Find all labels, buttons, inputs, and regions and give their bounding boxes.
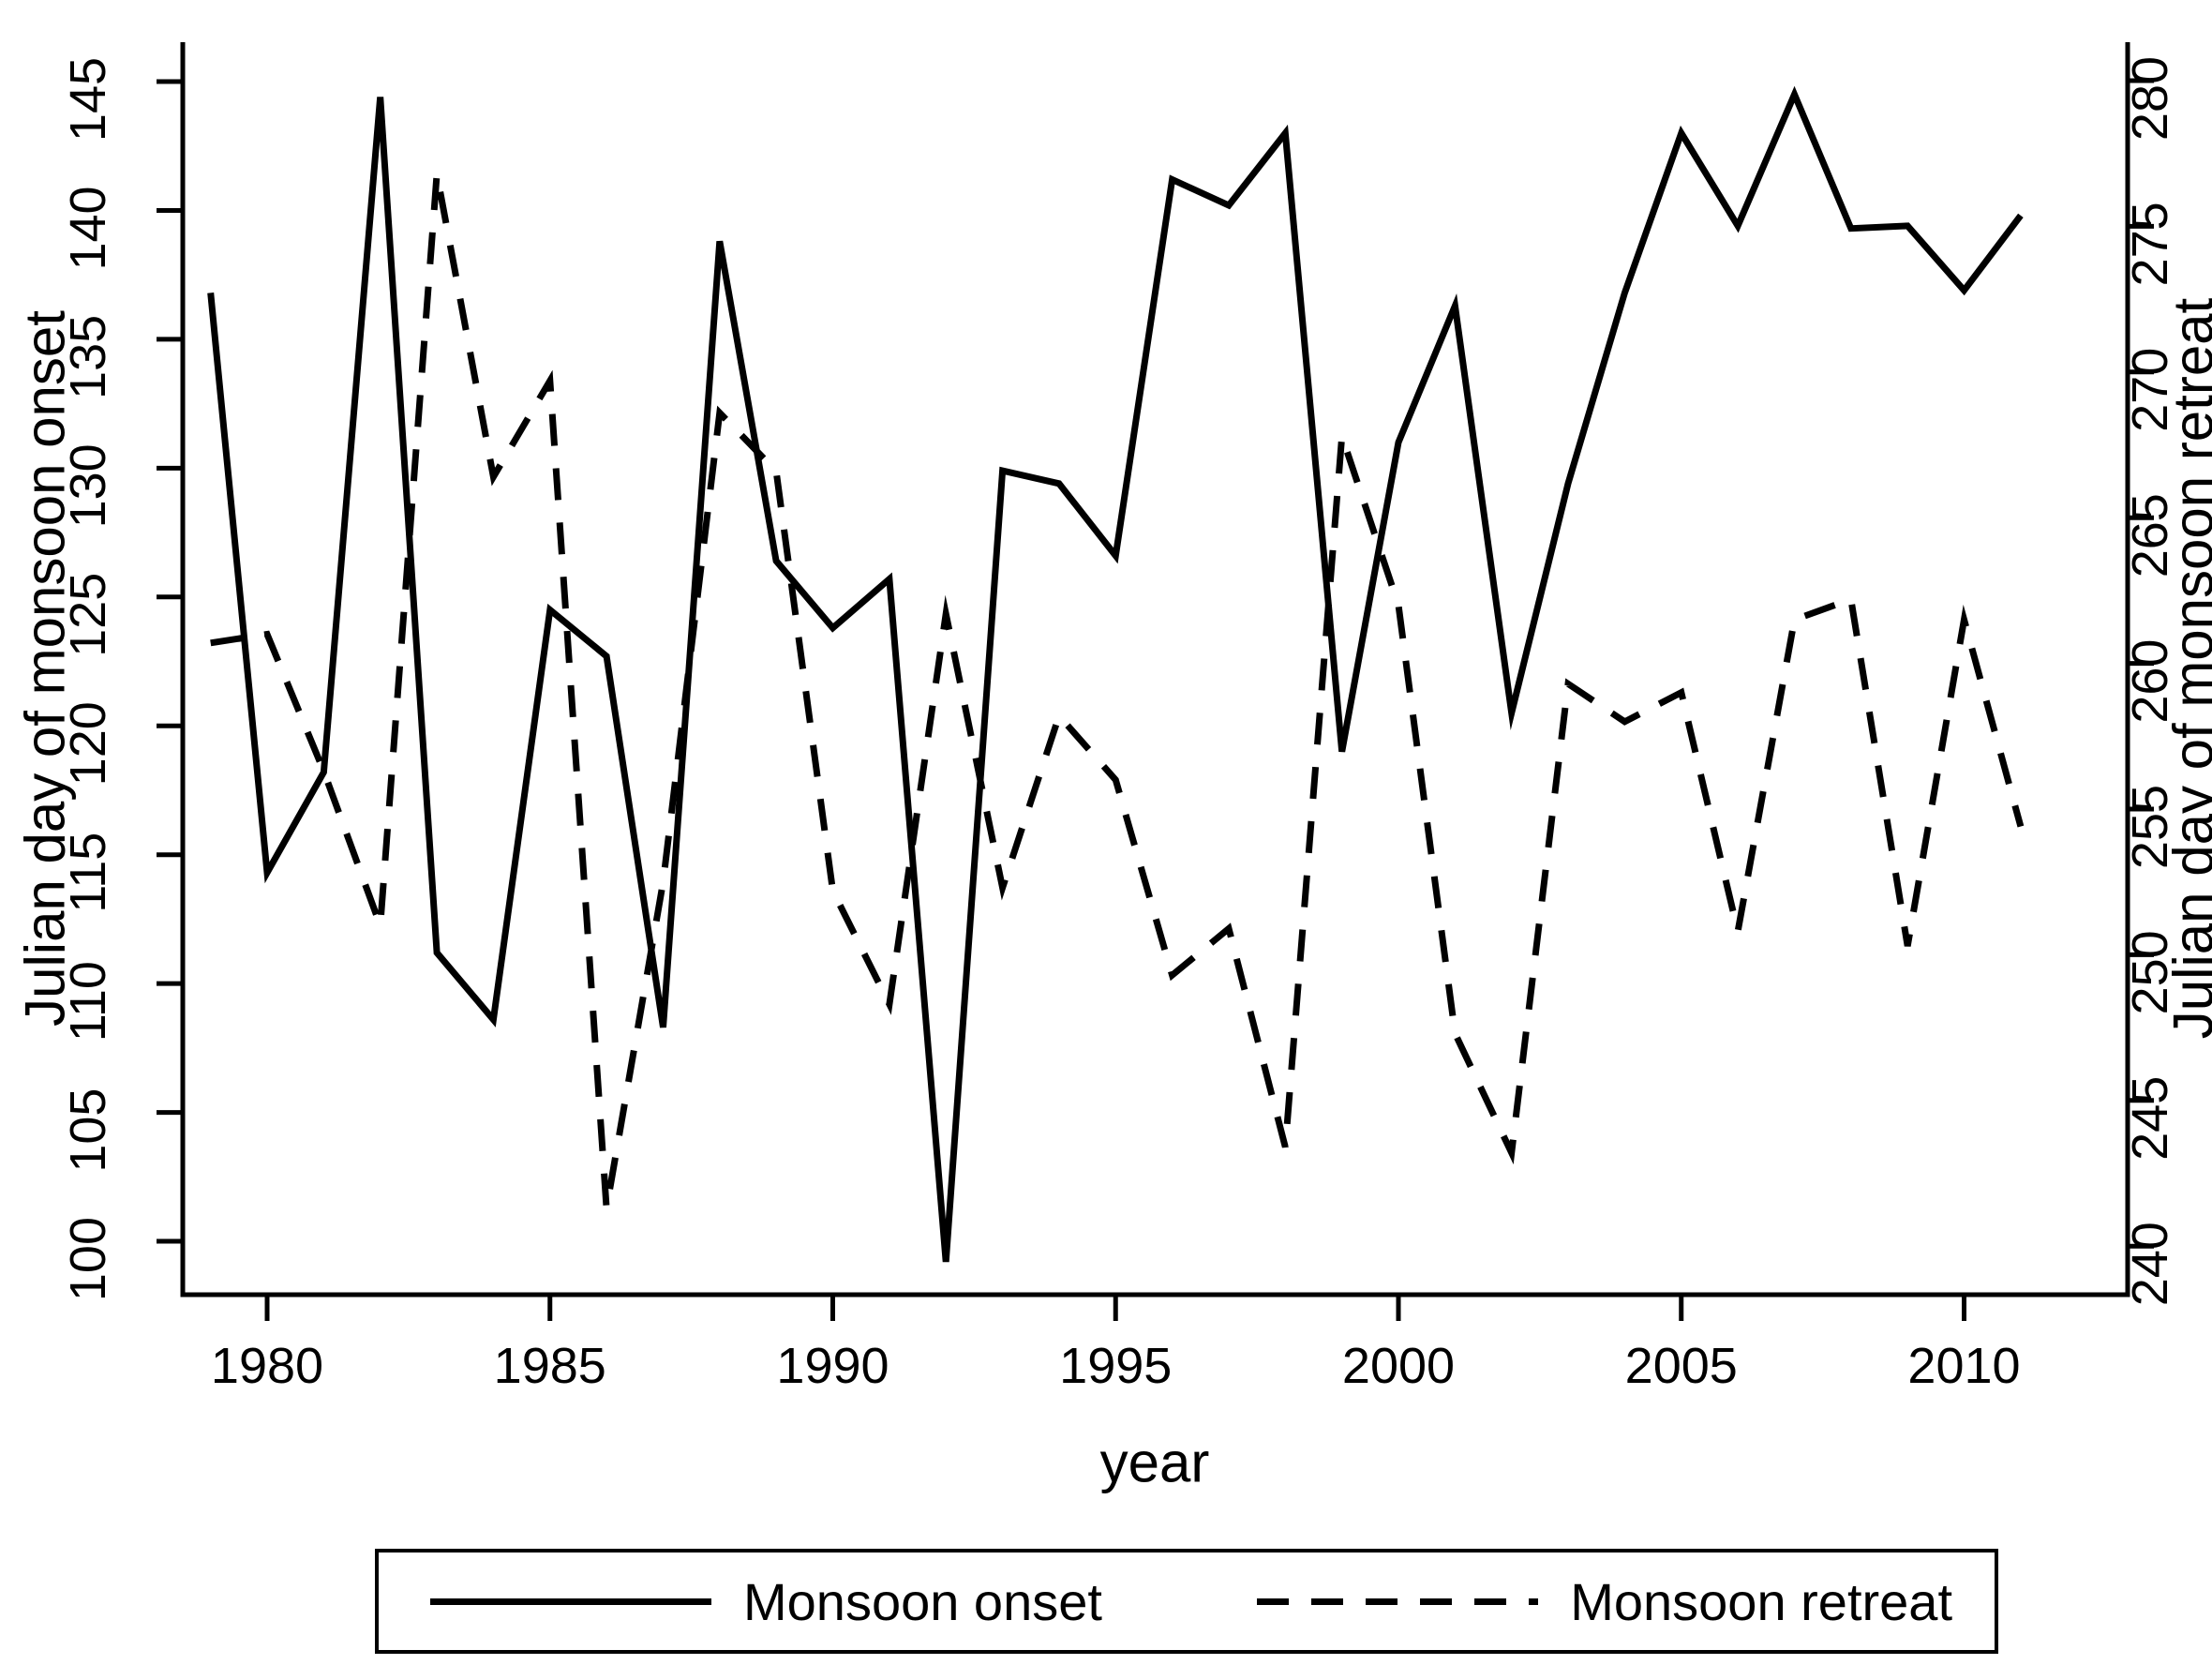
retreat-line [210, 172, 2025, 1209]
right-tick-label: 275 [2122, 202, 2178, 286]
left-tick-label: 125 [60, 573, 116, 657]
x-tick-label: 1990 [776, 1338, 889, 1394]
onset-line-sample-icon [430, 1598, 711, 1605]
retreat-line-sample-icon [1257, 1598, 1539, 1605]
x-axis-title: year [1099, 1431, 1210, 1494]
right-tick-label: 240 [2122, 1222, 2178, 1306]
onset-line [207, 85, 2024, 1263]
right-tick-label: 265 [2122, 493, 2178, 578]
right-tick-label: 280 [2122, 56, 2178, 141]
legend-entry-retreat: Monsoon retreat [1257, 1571, 1952, 1632]
left-tick-label: 135 [60, 315, 116, 399]
left-axis-ticks [157, 79, 183, 1244]
left-tick-label: 145 [60, 57, 116, 142]
x-tick-label: 1985 [494, 1338, 606, 1394]
right-tick-label: 250 [2122, 930, 2178, 1014]
x-tick-label: 2000 [1342, 1338, 1455, 1394]
right-tick-label: 260 [2122, 639, 2178, 724]
left-axis-title: Julian day of monsoon onset [13, 310, 77, 1027]
legend-label-onset: Monsoon onset [743, 1571, 1102, 1631]
x-tick-label: 2010 [1907, 1338, 2020, 1394]
left-tick-label: 130 [60, 443, 116, 528]
right-tick-label: 245 [2122, 1076, 2178, 1161]
legend: Monsoon onset Monsoon retreat [375, 1549, 1998, 1654]
right-axis-title: Julian day of monsoon retreat [2161, 297, 2212, 1040]
legend-entry-onset: Monsoon onset [430, 1571, 1102, 1632]
x-tick-label: 1995 [1059, 1338, 1172, 1394]
x-tick-label: 1980 [211, 1338, 323, 1394]
left-tick-label: 120 [60, 701, 116, 786]
x-axis-ticks [264, 1295, 1966, 1321]
legend-label-retreat: Monsoon retreat [1570, 1571, 1952, 1631]
left-tick-label: 100 [60, 1217, 116, 1301]
left-tick-label: 115 [60, 832, 116, 913]
right-tick-label: 255 [2122, 785, 2178, 869]
left-tick-label: 140 [60, 186, 116, 270]
left-tick-label: 110 [60, 961, 116, 1042]
right-axis-ticks [2128, 78, 2154, 1249]
left-tick-label: 105 [60, 1088, 116, 1173]
right-tick-label: 270 [2122, 348, 2178, 432]
x-tick-label: 2005 [1625, 1338, 1738, 1394]
